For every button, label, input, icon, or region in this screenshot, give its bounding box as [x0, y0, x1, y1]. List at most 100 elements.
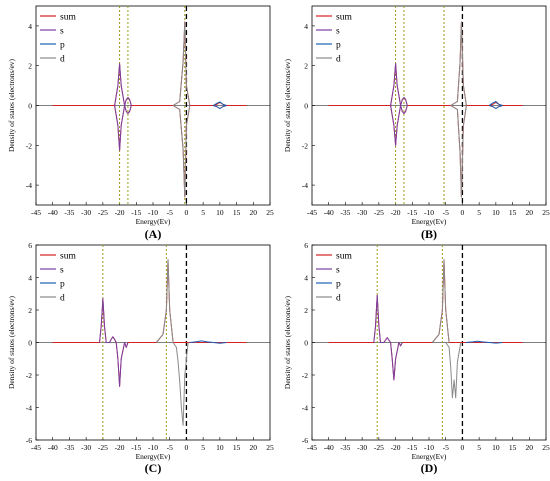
x-tick-label: -15	[407, 443, 417, 452]
x-tick-label: 5	[477, 208, 481, 217]
y-tick-label: 2	[28, 62, 32, 71]
y-tick-label: -2	[26, 371, 32, 380]
x-tick-label: -10	[148, 443, 158, 452]
panel-caption: (C)	[145, 461, 162, 475]
y-tick-label: -2	[26, 141, 32, 150]
series-line-d	[445, 342, 462, 399]
series-line-p	[488, 101, 503, 106]
y-tick-label: 4	[28, 274, 32, 283]
y-tick-label: 0	[28, 339, 32, 348]
x-tick-label: 5	[201, 208, 205, 217]
legend: sum spd	[40, 252, 76, 304]
x-tick-label: -15	[131, 443, 141, 452]
x-tick-label: 0	[185, 443, 189, 452]
legend-label-sum: sum	[60, 252, 76, 262]
y-tick-label: -4	[26, 181, 32, 190]
x-tick-label: 20	[250, 208, 258, 217]
x-tick-label: 10	[216, 208, 224, 217]
y-tick-label: 0	[304, 339, 308, 348]
legend-label-sum: sum	[60, 13, 76, 23]
x-tick-label: 25	[266, 208, 274, 217]
x-tick-label: 20	[526, 208, 534, 217]
x-tick-label: -30	[357, 208, 367, 217]
x-axis-label: Energy(Ev)	[136, 217, 171, 226]
x-tick-label: 5	[477, 443, 481, 452]
legend-label-s: s	[336, 27, 340, 37]
x-tick-label: 10	[216, 443, 224, 452]
panel-caption: (B)	[421, 227, 437, 241]
y-tick-label: -2	[302, 371, 308, 380]
x-tick-label: 10	[492, 208, 500, 217]
y-tick-label: -4	[26, 404, 32, 413]
x-axis-label: Energy(Ev)	[412, 452, 447, 461]
series-line-d	[172, 105, 191, 198]
x-tick-label: 10	[492, 443, 500, 452]
series-line-p	[212, 101, 227, 106]
y-tick-label: -6	[26, 436, 32, 445]
y-tick-label: -4	[302, 404, 308, 413]
series-line-d	[172, 342, 189, 426]
x-tick-label: -20	[391, 208, 401, 217]
x-axis-label: Energy(Ev)	[412, 217, 447, 226]
series-line-s	[99, 298, 129, 387]
series-line-p	[189, 340, 227, 344]
x-tick-label: -40	[324, 208, 334, 217]
y-tick-label: -6	[302, 436, 308, 445]
x-tick-label: 15	[233, 443, 241, 452]
x-tick-label: -35	[340, 208, 350, 217]
x-tick-label: -45	[31, 443, 41, 452]
x-tick-label: 15	[509, 208, 517, 217]
y-tick-label: 4	[304, 22, 308, 31]
x-tick-label: -15	[131, 208, 141, 217]
panel-caption: (D)	[421, 461, 438, 475]
x-tick-label: -35	[64, 443, 74, 452]
legend-label-s: s	[60, 266, 64, 276]
x-tick-label: 15	[233, 208, 241, 217]
x-tick-label: -20	[115, 443, 125, 452]
series-line-d	[155, 259, 174, 343]
x-tick-label: -10	[424, 208, 434, 217]
legend-label-sum: sum	[336, 13, 352, 23]
series-line-s	[390, 105, 408, 146]
x-tick-label: 5	[201, 443, 205, 452]
x-tick-label: 0	[461, 443, 465, 452]
y-tick-label: 0	[28, 102, 32, 111]
chart-panel-a: -45 -40 -35 -30 -25 -20 -15 -10 -5 0 5 10 15 20 25-4-2…	[7, 5, 274, 241]
x-tick-label: 20	[526, 443, 534, 452]
legend-label-d: d	[336, 294, 341, 304]
y-axis-label: Density of states (electrons/ev)	[7, 295, 16, 389]
y-tick-label: 4	[28, 22, 32, 31]
y-tick-label: -2	[302, 141, 308, 150]
x-tick-label: -25	[98, 443, 108, 452]
x-tick-label: 25	[542, 443, 550, 452]
legend: sum spd	[40, 13, 76, 65]
series-group	[328, 21, 523, 198]
series-line-d	[431, 259, 450, 343]
x-tick-label: -30	[81, 208, 91, 217]
x-tick-label: 15	[509, 443, 517, 452]
x-axis-label: Energy(Ev)	[136, 452, 171, 461]
y-tick-label: 2	[304, 62, 308, 71]
panel-caption: (A)	[145, 227, 162, 241]
x-tick-label: -30	[357, 443, 367, 452]
legend-label-d: d	[60, 294, 65, 304]
y-tick-label: 6	[304, 241, 308, 250]
y-tick-label: 0	[304, 102, 308, 111]
x-tick-label: -45	[31, 208, 41, 217]
series-line-d	[172, 21, 191, 106]
legend-label-d: d	[336, 55, 341, 65]
x-tick-label: 0	[185, 208, 189, 217]
series-group	[52, 259, 247, 426]
y-tick-label: -4	[302, 181, 308, 190]
legend-label-sum: sum	[336, 252, 352, 262]
x-tick-label: -5	[443, 208, 449, 217]
x-tick-label: -30	[81, 443, 91, 452]
series-group	[52, 21, 247, 198]
legend-label-s: s	[60, 27, 64, 37]
series-line-p	[489, 105, 503, 109]
x-tick-label: -5	[167, 443, 173, 452]
x-tick-label: -35	[64, 208, 74, 217]
x-tick-label: 25	[266, 443, 274, 452]
x-tick-label: -40	[48, 208, 58, 217]
chart-panel-d: -45 -40 -35 -30 -25 -20 -15 -10 -5 0 5 10 15 20 25-6-4…	[283, 241, 550, 475]
